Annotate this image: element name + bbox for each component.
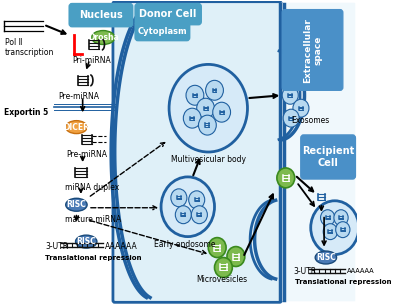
Text: 3-UTR: 3-UTR (293, 267, 316, 276)
FancyBboxPatch shape (282, 10, 343, 90)
Text: miRNA duplex: miRNA duplex (65, 183, 119, 192)
Text: AAAAAA: AAAAAA (105, 242, 138, 251)
Circle shape (175, 206, 191, 224)
Circle shape (293, 99, 309, 117)
Circle shape (186, 85, 204, 105)
Text: Drosha: Drosha (88, 33, 118, 42)
Text: Pre-miRNA: Pre-miRNA (67, 150, 108, 159)
FancyBboxPatch shape (69, 4, 132, 27)
FancyBboxPatch shape (135, 4, 201, 24)
Circle shape (214, 258, 232, 278)
Text: Multivesicular body: Multivesicular body (171, 155, 246, 164)
Text: Cytoplasm: Cytoplasm (138, 27, 187, 35)
Text: Exportin 5: Exportin 5 (4, 108, 48, 117)
Text: Exosomes: Exosomes (291, 116, 329, 125)
Text: mature miRNA: mature miRNA (65, 215, 121, 224)
Circle shape (283, 109, 299, 127)
Circle shape (183, 108, 201, 128)
FancyBboxPatch shape (135, 22, 190, 40)
Text: Nucleus: Nucleus (79, 10, 123, 20)
Text: Recipient
Cell: Recipient Cell (302, 146, 354, 168)
Ellipse shape (315, 251, 336, 264)
Circle shape (334, 210, 348, 226)
Circle shape (171, 189, 187, 207)
FancyBboxPatch shape (280, 3, 355, 301)
Text: DICER: DICER (64, 123, 90, 132)
Circle shape (161, 177, 214, 237)
Text: Pol Ⅱ
transcription: Pol Ⅱ transcription (5, 38, 54, 57)
Text: Translational repression: Translational repression (295, 279, 391, 285)
Text: Microvesicles: Microvesicles (196, 275, 247, 285)
Circle shape (198, 115, 216, 135)
FancyBboxPatch shape (301, 135, 355, 179)
Circle shape (208, 238, 226, 258)
Text: Translational repression: Translational repression (45, 255, 142, 260)
FancyBboxPatch shape (113, 2, 281, 302)
Text: Pri-miRNA: Pri-miRNA (72, 56, 111, 65)
Text: RISC: RISC (66, 200, 86, 209)
Circle shape (336, 222, 350, 238)
Text: RISC: RISC (76, 237, 96, 246)
Circle shape (169, 64, 248, 152)
Ellipse shape (66, 121, 87, 134)
Circle shape (197, 98, 214, 118)
Text: 3-UTR: 3-UTR (45, 242, 68, 251)
Text: Extracellular
space: Extracellular space (303, 18, 322, 83)
Text: RISC: RISC (316, 253, 336, 262)
Circle shape (277, 168, 295, 188)
Circle shape (282, 86, 298, 104)
Circle shape (213, 102, 230, 122)
Circle shape (320, 210, 335, 226)
Circle shape (323, 224, 338, 240)
Ellipse shape (76, 235, 97, 248)
Ellipse shape (66, 198, 87, 211)
Text: Donor Cell: Donor Cell (140, 9, 197, 19)
Circle shape (311, 201, 359, 255)
Text: AAAAAA: AAAAAA (347, 268, 375, 274)
Ellipse shape (92, 31, 115, 44)
Circle shape (206, 80, 224, 100)
Text: Early endosome: Early endosome (154, 240, 216, 248)
Circle shape (227, 247, 245, 267)
Text: Pre-miRNA: Pre-miRNA (58, 92, 100, 101)
Circle shape (189, 191, 205, 209)
Circle shape (191, 206, 207, 224)
